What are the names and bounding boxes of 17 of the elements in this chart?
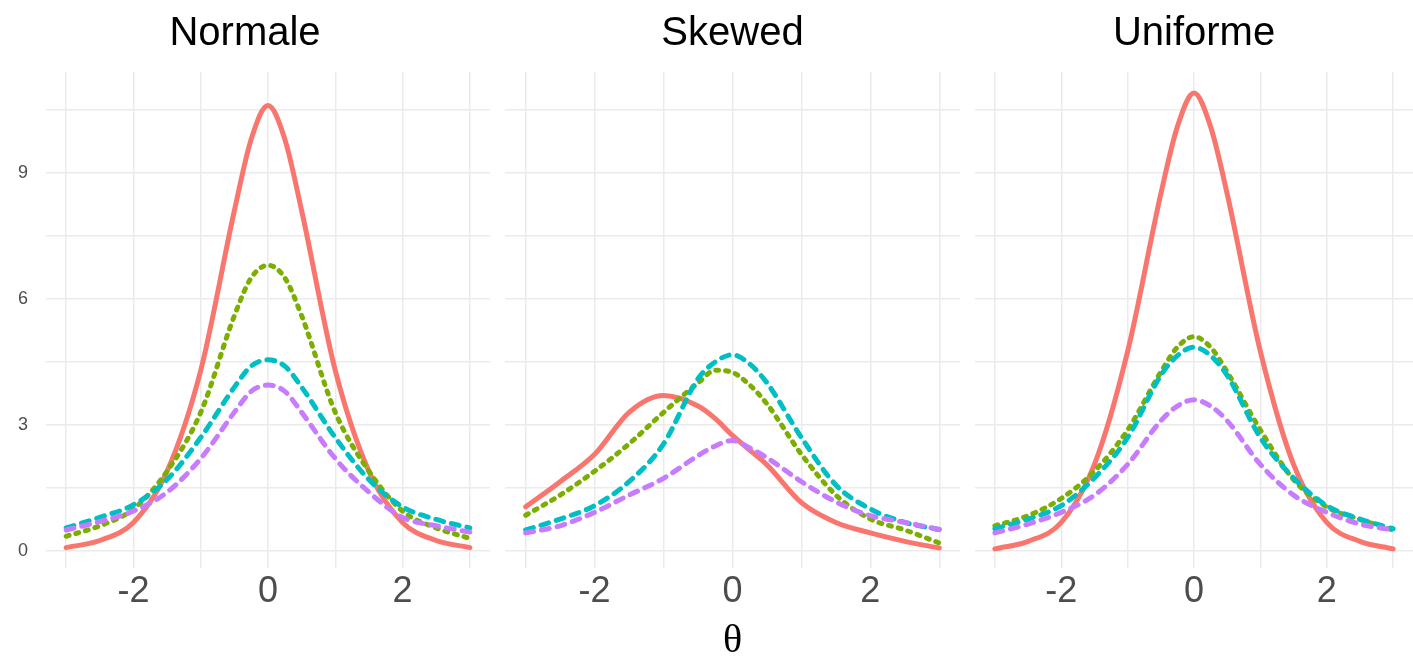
y-tick-label: 6 xyxy=(18,287,29,308)
x-tick-label: 0 xyxy=(1183,569,1205,611)
x-tick-label: 0 xyxy=(257,569,279,611)
y-tick-label: 9 xyxy=(18,161,29,182)
x-tick-label: -2 xyxy=(117,569,150,611)
x-tick-label: 0 xyxy=(722,569,743,611)
x-axis-title: θ xyxy=(722,615,743,661)
x-tick-label: -2 xyxy=(578,569,611,611)
y-tick-label: 0 xyxy=(18,539,29,560)
x-tick-label: -2 xyxy=(1045,569,1078,611)
chart-title: Normale xyxy=(169,9,321,54)
y-tick-label: 3 xyxy=(18,413,29,434)
x-tick-label: 2 xyxy=(860,569,881,611)
chart-title: Skewed xyxy=(661,9,804,54)
x-tick-label: 2 xyxy=(1316,569,1337,611)
chart-title: Uniforme xyxy=(1112,9,1276,54)
x-tick-label: 2 xyxy=(392,569,413,611)
